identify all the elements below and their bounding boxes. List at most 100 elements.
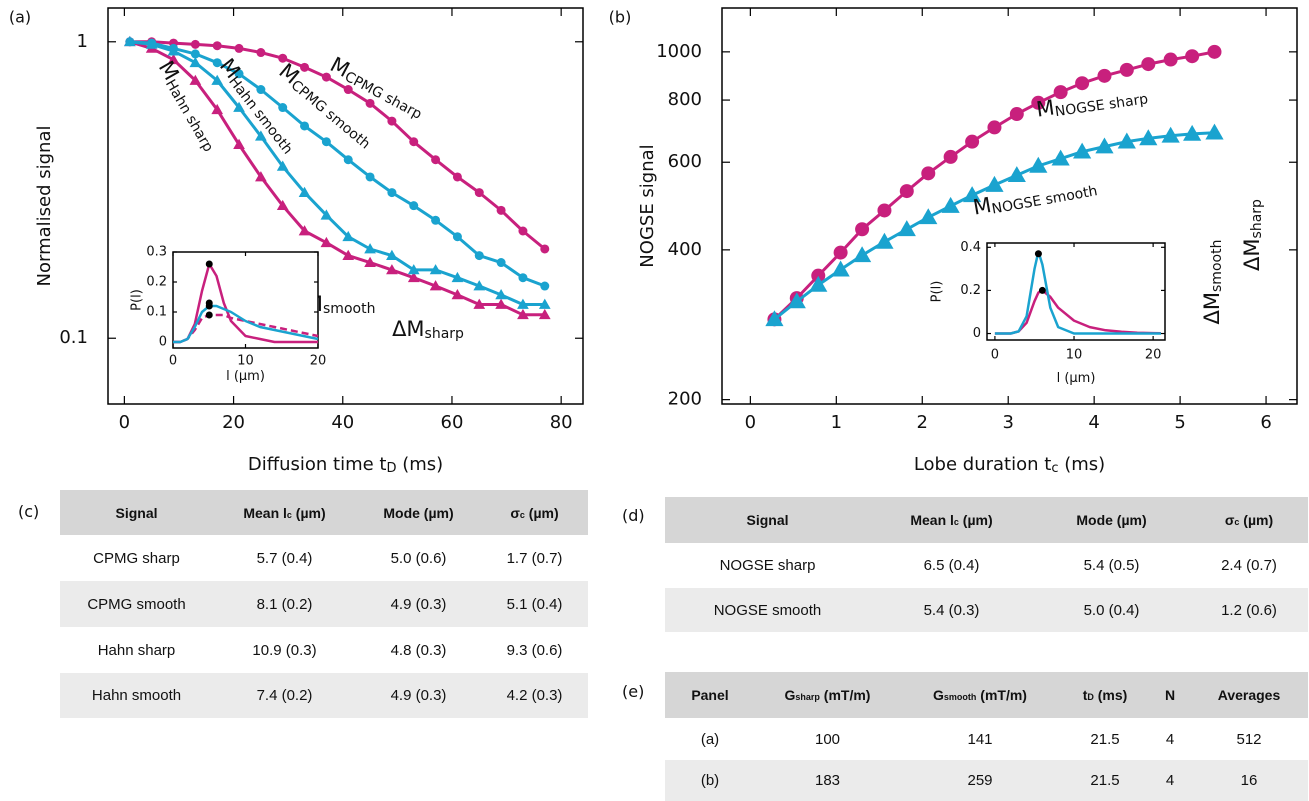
table-cell: 141 [967,730,993,748]
series-line [173,304,319,344]
marker [517,308,529,320]
marker [386,249,398,260]
curve-annotation-sub: sharp [425,326,465,342]
table-cell: 100 [814,730,841,748]
table-cell: 1.7 (0.7) [506,549,563,567]
table-cell: 5.0 (0.4) [1033,588,1190,632]
marker [167,53,180,65]
marker [787,292,806,309]
marker [985,175,1004,192]
table-row: NOGSE sharp 6.5 (0.4) 5.4 (0.5) 2.4 (0.7) [665,543,1308,588]
y-tick-label: 0.2 [960,283,981,298]
panel-label: (a) [9,8,31,27]
y-tick-label: 1 [77,31,88,52]
table-cell: Hahn sharp [97,641,176,659]
marker [1009,107,1024,122]
y-tick-label: 0.1 [146,305,167,320]
marker [1119,62,1134,77]
peak-marker [1038,286,1046,294]
y-tick-label: 400 [668,239,702,260]
header-text: Mean l [910,512,954,528]
curve-annotation-sub: smooth [323,301,375,317]
header-row: Signal Mean lc (µm) Mode (µm) σc (µm) [665,497,1308,543]
marker [276,199,289,211]
marker [1117,132,1136,149]
x-axis-label-text: Lobe duration t [914,454,1051,475]
y-tick-label: 200 [668,389,702,410]
marker [1051,149,1070,166]
marker [211,103,224,115]
curve-annotation-text: ΔM [392,317,424,341]
y-tick-label: 0 [973,326,981,341]
header-sub: c [286,509,292,520]
x-axis-label-tail: (ms) [1058,454,1105,475]
marker [1095,137,1114,154]
marker [429,264,442,275]
marker [409,137,419,147]
x-tick-label: 80 [550,412,573,433]
peak-marker [205,302,213,310]
marker [234,69,244,79]
table-cell: 4.9 (0.3) [356,581,481,627]
x-axis-label-sub: c [1051,461,1058,476]
marker [1075,76,1090,91]
x-tick-label: 0 [169,354,177,369]
marker [364,243,376,254]
header-cell: Mean lc (µm) [213,490,356,535]
marker [833,245,848,260]
marker [495,289,507,300]
peak-marker [205,311,213,319]
marker [429,280,442,291]
marker [255,171,267,182]
series-line [173,313,319,344]
header-cell: Mode (µm) [356,490,481,535]
marker [1139,129,1158,146]
marker [451,271,464,283]
marker [877,203,892,218]
marker [897,220,916,237]
header-cell: σc (µm) [481,490,588,535]
marker [190,49,200,59]
x-axis-label: Diffusion time tD (ms) [248,454,443,476]
marker [1163,52,1178,67]
table-cell: 8.1 (0.2) [213,581,356,627]
table-cell: 259 [900,760,1060,801]
curve-annotation: ΔMsmooth [1200,240,1225,325]
data-table: Panel Gsharp (mT/m) Gsmooth (mT/m) tD (ms) N… [665,672,1308,801]
marker [452,232,462,242]
marker [855,222,870,237]
table-cell: CPMG sharp [93,549,180,567]
marker [538,308,551,320]
series-line [994,250,1161,335]
curve-annotation-text: M [1035,95,1056,121]
header-text: σ [1224,512,1235,528]
peak-marker [1034,250,1042,258]
marker [941,196,960,213]
x-tick-label: 40 [331,412,354,433]
header-sub: c [953,517,959,527]
marker [1161,126,1180,143]
marker [300,62,310,72]
marker [518,273,528,283]
table-row: CPMG sharp 5.7 (0.4) 5.0 (0.6) 1.7 (0.7) [60,535,588,581]
y-tick-label: 0 [159,335,167,350]
table-label: (e) [622,682,645,701]
marker [342,230,355,242]
marker [365,172,375,182]
marker [1183,124,1202,141]
x-tick-label: 1 [831,412,842,433]
table-cell: 4 [1150,760,1190,801]
marker [123,35,136,47]
header-sub: sharp [795,692,820,702]
marker [407,264,420,275]
x-axis-label: Lobe duration tc (ms) [914,454,1105,476]
marker [321,72,331,82]
header-cell: Gsmooth (mT/m) [900,672,1060,718]
x-tick-label: 0 [991,348,999,363]
marker [1031,95,1046,110]
marker [431,215,441,225]
marker [1029,156,1048,173]
table-cell: 5.4 (0.3) [870,588,1033,632]
marker [276,160,289,171]
peak-marker [205,260,213,268]
